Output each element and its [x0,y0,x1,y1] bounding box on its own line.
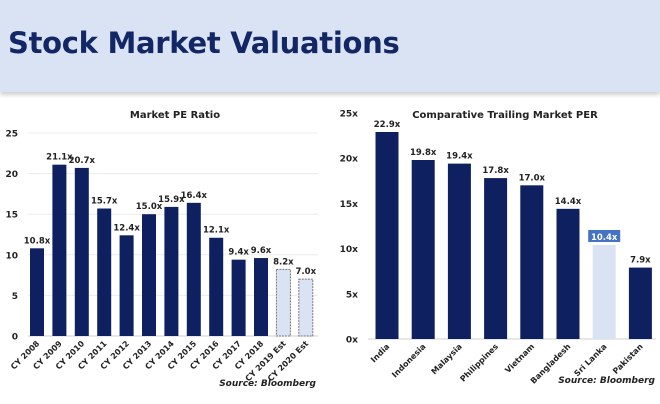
y-tick-label: 10x [340,245,359,255]
y-tick-label: 10 [5,251,18,261]
data-label: 7.9x [630,256,651,266]
y-tick-label: 20 [5,170,18,180]
bar [375,131,399,339]
page-title: Stock Market Valuations [8,26,400,60]
x-tick-label: Vietnam [503,342,536,375]
data-label: 21.1x [46,153,73,163]
y-tick-label: 0x [346,336,358,346]
y-tick-label: 5x [346,290,358,300]
data-label: 20.7x [69,156,96,166]
x-tick-label: Philippines [458,342,500,384]
title-banner: Stock Market Valuations [0,0,660,92]
chart-title: Comparative Trailing Market PER [412,110,598,121]
data-label: 9.6x [251,246,272,256]
data-label: 14.4x [555,197,582,207]
x-tick-label: Pakistan [611,342,645,376]
chart-title: Market PE Ratio [130,110,220,121]
data-label: 17.0x [519,173,546,183]
data-label: 17.8x [482,166,509,176]
bar [52,164,67,336]
data-label: 19.4x [446,152,473,162]
data-label: 12.4x [113,223,140,233]
y-tick-label: 0 [12,333,18,343]
bar [484,178,508,339]
data-label: 7.0x [296,267,317,277]
x-tick-label: Malaysia [430,342,464,376]
x-tick-label: CY 2020 Est [266,339,310,383]
bar [592,244,616,339]
bar [447,163,471,339]
x-tick-label: Sri Lanka [572,342,608,378]
x-tick-label: Indonesia [390,342,427,379]
chart-source: Source: Bloomberg [219,379,316,389]
bar [209,237,224,336]
bar [411,160,435,339]
data-label: 9.4x [228,248,249,258]
bar [298,278,314,337]
data-label: 15.9x [158,195,185,205]
y-tick-label: 5 [12,292,18,302]
bar [97,208,112,336]
bar [556,208,580,339]
bar [520,185,544,339]
bar [628,267,652,339]
data-label: 10.4x [591,233,618,243]
bar [231,259,246,336]
data-label: 15.0x [136,202,163,212]
bar [275,268,291,337]
data-label: 22.9x [374,120,401,130]
bar [254,258,268,336]
data-label: 10.8x [24,236,51,246]
market-pe-ratio-chart: Market PE Ratio Source: Bloomberg 0 5 10 15… [5,110,318,389]
bar [142,214,156,336]
bar [30,248,44,336]
y-tick-label: 25 [5,130,18,140]
bar [74,167,89,336]
data-label: 16.4x [181,191,208,201]
bar [164,206,179,336]
data-label: 19.8x [410,148,437,158]
bar [119,235,134,336]
comparative-per-chart: Comparative Trailing Market PER Source: … [340,110,656,386]
y-tick-label: 15 [5,211,18,221]
data-label: 8.2x [273,257,294,267]
data-label-highlight [588,229,621,242]
data-label: 15.7x [91,197,118,207]
y-tick-label: 20x [340,155,359,165]
chart-source: Source: Bloomberg [558,376,655,386]
x-tick-label: India [369,342,391,364]
y-tick-label: 25x [340,110,359,120]
data-label: 12.1x [203,226,230,236]
y-tick-label: 15x [340,200,359,210]
bar [186,202,201,336]
